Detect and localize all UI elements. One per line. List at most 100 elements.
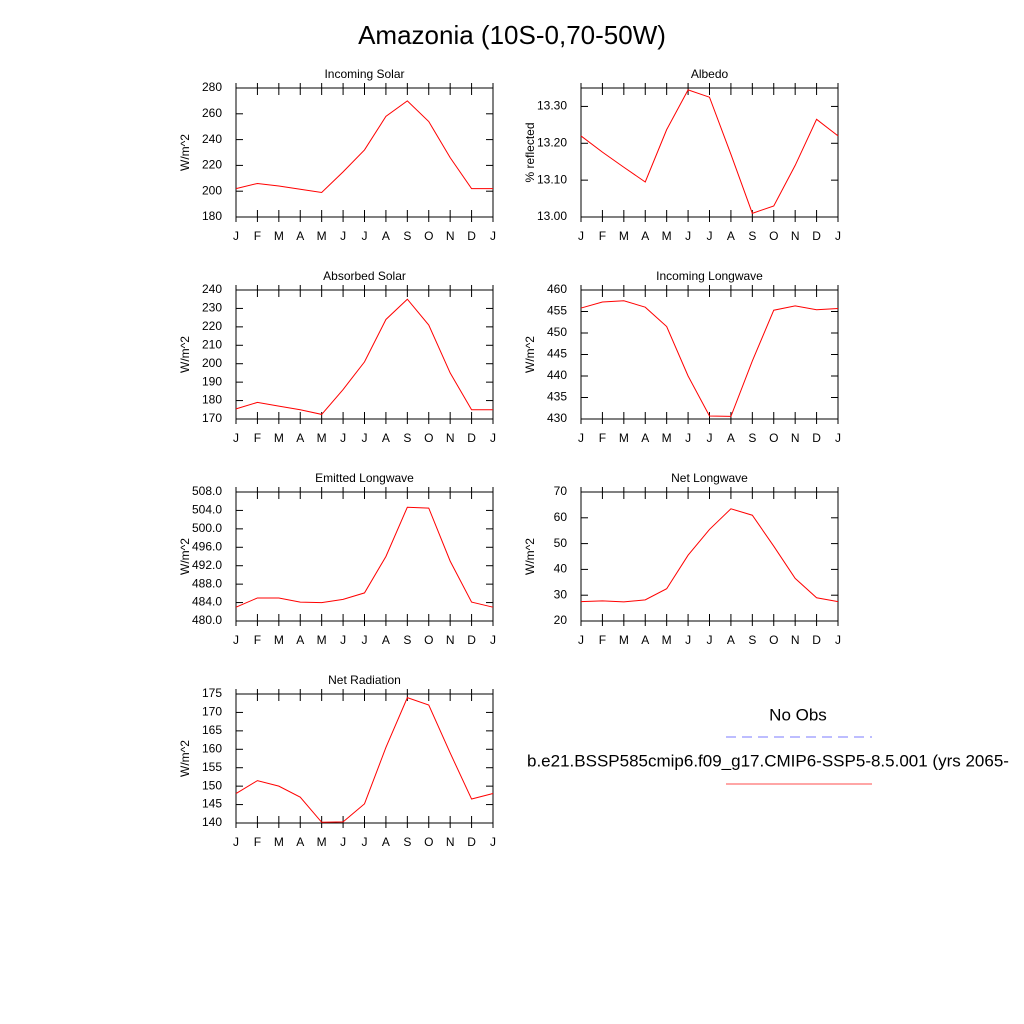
x-tick-label: N — [446, 229, 455, 243]
y-axis-title: W/m^2 — [178, 538, 192, 575]
x-tick-label: O — [424, 229, 433, 243]
data-line — [235, 298, 493, 415]
x-tick-label: O — [424, 633, 433, 647]
x-tick-label: J — [707, 431, 713, 445]
x-tick-label: O — [769, 633, 778, 647]
y-axis-title: W/m^2 — [178, 134, 192, 171]
x-tick-label: J — [685, 633, 691, 647]
y-tick-label: 20 — [554, 613, 568, 627]
x-tick-label: J — [233, 431, 239, 445]
y-tick-label: 160 — [202, 741, 222, 755]
x-tick-label: J — [578, 633, 584, 647]
y-tick-label: 13.30 — [537, 99, 567, 113]
y-tick-label: 150 — [202, 778, 222, 792]
x-tick-label: J — [362, 431, 368, 445]
y-tick-label: 70 — [554, 484, 568, 498]
y-tick-label: 480.0 — [192, 613, 222, 627]
plot-frame — [580, 491, 839, 622]
y-axis-title: W/m^2 — [178, 336, 192, 373]
x-tick-label: N — [446, 633, 455, 647]
x-tick-label: S — [403, 835, 411, 849]
x-tick-label: M — [619, 431, 629, 445]
x-tick-label: O — [769, 431, 778, 445]
data-line — [235, 100, 493, 194]
x-tick-label: M — [619, 229, 629, 243]
x-tick-label: J — [685, 229, 691, 243]
y-tick-label: 13.10 — [537, 172, 567, 186]
y-tick-label: 13.20 — [537, 135, 567, 149]
x-tick-label: D — [812, 431, 821, 445]
panel-title: Net Longwave — [671, 471, 748, 485]
x-tick-label: N — [791, 431, 800, 445]
x-tick-label: S — [748, 431, 756, 445]
x-tick-label: M — [619, 633, 629, 647]
x-tick-label: O — [769, 229, 778, 243]
x-tick-label: J — [835, 229, 841, 243]
x-tick-label: A — [382, 835, 390, 849]
x-tick-label: M — [317, 835, 327, 849]
x-tick-label: O — [424, 431, 433, 445]
x-tick-label: S — [403, 229, 411, 243]
panel-title: Incoming Solar — [324, 67, 404, 81]
y-tick-label: 145 — [202, 797, 222, 811]
x-tick-label: J — [362, 835, 368, 849]
y-tick-label: 165 — [202, 723, 222, 737]
x-tick-label: A — [296, 835, 304, 849]
x-tick-label: M — [662, 633, 672, 647]
legend-label: No Obs — [769, 705, 827, 724]
y-tick-label: 175 — [202, 686, 222, 700]
x-tick-label: A — [727, 633, 735, 647]
figure-title: Amazonia (10S-0,70-50W) — [358, 20, 666, 50]
x-tick-label: J — [578, 431, 584, 445]
y-tick-label: 445 — [547, 347, 567, 361]
x-tick-label: J — [578, 229, 584, 243]
y-tick-label: 240 — [202, 282, 222, 296]
x-tick-label: A — [382, 431, 390, 445]
x-tick-label: D — [467, 431, 476, 445]
y-tick-label: 170 — [202, 705, 222, 719]
y-tick-label: 200 — [202, 183, 222, 197]
plot-frame — [235, 87, 494, 218]
data-line — [580, 89, 839, 214]
y-tick-label: 492.0 — [192, 558, 222, 572]
x-tick-label: F — [254, 835, 261, 849]
x-tick-label: A — [296, 229, 304, 243]
y-tick-label: 440 — [547, 368, 567, 382]
y-tick-label: 190 — [202, 374, 222, 388]
y-tick-label: 180 — [202, 393, 222, 407]
x-tick-label: M — [662, 431, 672, 445]
x-tick-label: J — [685, 431, 691, 445]
x-tick-label: M — [274, 633, 284, 647]
y-tick-label: 155 — [202, 760, 222, 774]
y-tick-label: 180 — [202, 209, 222, 223]
plot-frame — [235, 289, 494, 420]
x-tick-label: J — [340, 835, 346, 849]
data-line — [235, 506, 494, 608]
x-tick-label: N — [791, 633, 800, 647]
x-tick-label: D — [812, 229, 821, 243]
x-tick-label: A — [382, 633, 390, 647]
x-tick-label: J — [490, 633, 496, 647]
y-tick-label: 508.0 — [192, 484, 222, 498]
x-tick-label: D — [467, 229, 476, 243]
panel-title: Incoming Longwave — [656, 269, 763, 283]
x-tick-label: A — [641, 431, 649, 445]
plot-frame — [235, 693, 494, 824]
y-tick-label: 40 — [554, 562, 568, 576]
x-tick-label: A — [296, 431, 304, 445]
y-tick-label: 504.0 — [192, 503, 222, 517]
y-tick-label: 30 — [554, 587, 568, 601]
x-tick-label: M — [274, 229, 284, 243]
x-tick-label: D — [812, 633, 821, 647]
y-tick-label: 210 — [202, 337, 222, 351]
y-tick-label: 220 — [202, 319, 222, 333]
x-tick-label: J — [340, 229, 346, 243]
x-tick-label: J — [362, 229, 368, 243]
x-tick-label: S — [403, 431, 411, 445]
x-tick-label: F — [599, 431, 606, 445]
x-tick-label: J — [490, 229, 496, 243]
y-tick-label: 220 — [202, 158, 222, 172]
y-tick-label: 260 — [202, 106, 222, 120]
y-tick-label: 496.0 — [192, 539, 222, 553]
